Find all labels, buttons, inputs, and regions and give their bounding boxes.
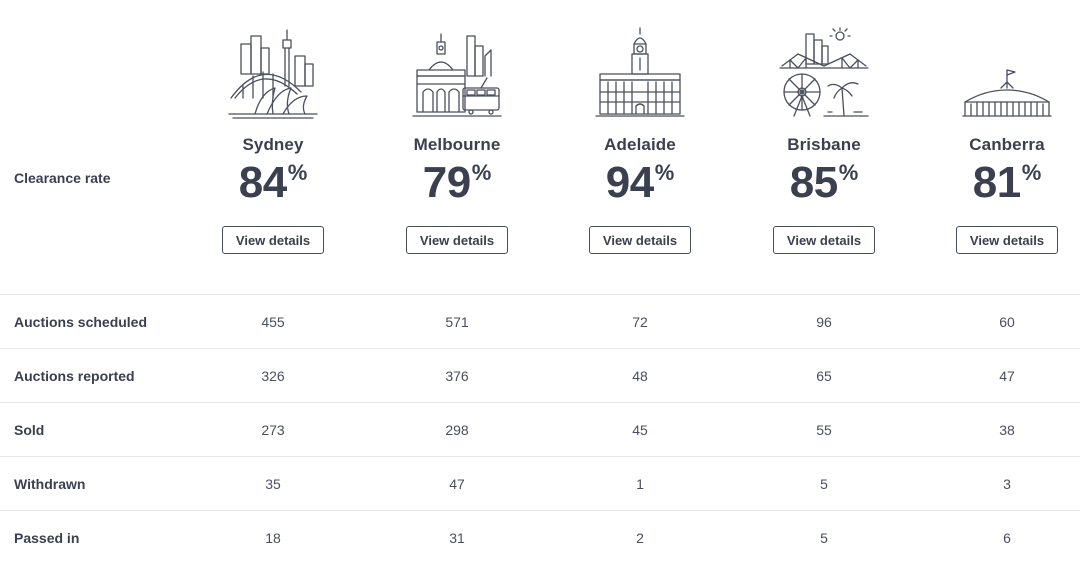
table-cell: 273: [261, 422, 285, 438]
table-cell: 96: [816, 314, 832, 330]
row-label: Sold: [14, 422, 45, 438]
sydney-opera-house-harbour-bridge-icon: [227, 26, 319, 120]
melbourne-flinders-station-tram-icon: [411, 26, 503, 120]
table-row-auctions-reported: Auctions reported 326 376 48 65 47: [0, 348, 1080, 402]
table-row-sold: Sold 273 298 45 55 38: [0, 402, 1080, 456]
table-cell: 326: [261, 368, 285, 384]
city-column-brisbane: Brisbane 85 % View details: [732, 0, 916, 270]
row-label: Auctions scheduled: [14, 314, 148, 330]
view-details-button-adelaide[interactable]: View details: [589, 226, 691, 254]
table-cell: 47: [449, 476, 465, 492]
percent-sign: %: [471, 160, 492, 185]
clearance-rate: 79 %: [423, 158, 492, 208]
city-column-adelaide: Adelaide 94 % View details: [548, 0, 732, 270]
table-cell: 3: [1003, 476, 1011, 492]
brisbane-story-bridge-wheel-icon: [778, 26, 870, 120]
table-cell: 18: [265, 530, 281, 546]
percent-sign: %: [1021, 160, 1042, 185]
clearance-rate: 84 %: [239, 158, 308, 208]
clearance-rate: 81 %: [973, 158, 1042, 208]
table-cell: 60: [999, 314, 1015, 330]
table-cell: 35: [265, 476, 281, 492]
auction-stats-table: Auctions scheduled 455 571 72 96 60 Auct…: [0, 294, 1080, 564]
clearance-rate: 85 %: [790, 158, 859, 208]
table-cell: 1: [636, 476, 644, 492]
table-row-auctions-scheduled: Auctions scheduled 455 571 72 96 60: [0, 294, 1080, 348]
table-cell: 31: [449, 530, 465, 546]
clearance-rate-value: 94: [605, 158, 654, 207]
adelaide-town-hall-icon: [594, 26, 686, 120]
view-details-button-melbourne[interactable]: View details: [406, 226, 508, 254]
city-name: Sydney: [242, 135, 304, 154]
table-row-withdrawn: Withdrawn 35 47 1 5 3: [0, 456, 1080, 510]
table-cell: 2: [636, 530, 644, 546]
clearance-rate-value: 81: [972, 158, 1021, 207]
canberra-parliament-house-icon: [961, 26, 1053, 120]
view-details-button-sydney[interactable]: View details: [222, 226, 324, 254]
row-label: Withdrawn: [14, 476, 86, 492]
city-name: Adelaide: [604, 135, 676, 154]
clearance-rate-value: 79: [422, 158, 471, 207]
clearance-rate-label: Clearance rate: [14, 170, 111, 186]
table-cell: 45: [632, 422, 648, 438]
table-cell: 571: [445, 314, 469, 330]
city-name: Melbourne: [413, 135, 501, 154]
table-cell: 455: [261, 314, 285, 330]
table-cell: 6: [1003, 530, 1011, 546]
percent-sign: %: [838, 160, 859, 185]
city-column-sydney: Sydney 84 % View details: [181, 0, 365, 270]
table-cell: 47: [999, 368, 1015, 384]
city-column-melbourne: Melbourne 79 % View details: [365, 0, 549, 270]
table-cell: 72: [632, 314, 648, 330]
table-cell: 5: [820, 530, 828, 546]
percent-sign: %: [654, 160, 675, 185]
clearance-rate-value: 84: [238, 158, 287, 207]
city-column-canberra: Canberra 81 % View details: [915, 0, 1080, 270]
view-details-button-brisbane[interactable]: View details: [773, 226, 875, 254]
row-label: Passed in: [14, 530, 80, 546]
view-details-button-canberra[interactable]: View details: [956, 226, 1058, 254]
clearance-rate: 94 %: [606, 158, 675, 208]
table-cell: 48: [632, 368, 648, 384]
percent-sign: %: [287, 160, 308, 185]
city-name: Brisbane: [787, 135, 861, 154]
table-cell: 376: [445, 368, 469, 384]
clearance-rate-value: 85: [789, 158, 838, 207]
table-row-passed-in: Passed in 18 31 2 5 6: [0, 510, 1080, 564]
table-cell: 55: [816, 422, 832, 438]
table-cell: 38: [999, 422, 1015, 438]
table-cell: 298: [445, 422, 469, 438]
table-cell: 5: [820, 476, 828, 492]
table-cell: 65: [816, 368, 832, 384]
row-label: Auctions reported: [14, 368, 135, 384]
city-name: Canberra: [969, 135, 1045, 154]
